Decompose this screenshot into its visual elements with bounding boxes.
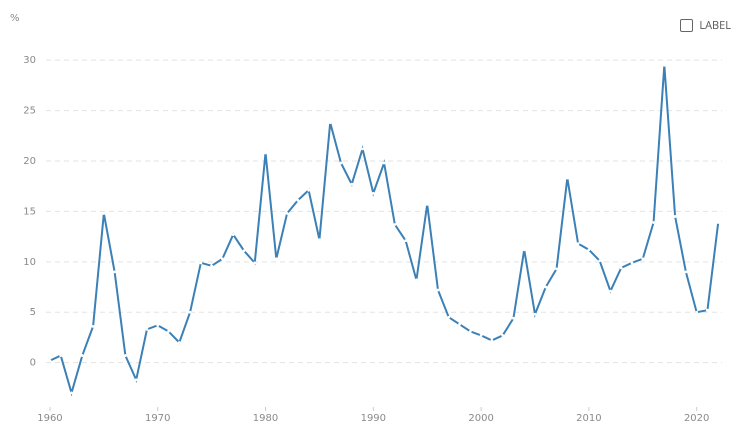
data-point [188,310,192,314]
data-point [662,63,666,67]
data-point [167,329,170,333]
y-tick-label: 15 [23,206,36,217]
data-point [328,121,332,125]
data-point [318,238,321,242]
data-point [361,147,364,151]
data-point [501,334,505,337]
legend-toggle[interactable]: LABEL [680,18,731,33]
data-point [533,312,537,316]
data-point [576,242,580,246]
data-point [145,327,149,331]
data-point [706,308,709,312]
data-point [382,161,386,165]
data-point [231,233,235,236]
data-point [177,341,181,344]
x-tick-label: 1960 [37,413,62,423]
data-point [684,270,688,274]
data-point [512,316,515,320]
x-tick-label: 1980 [253,413,278,423]
y-tick-label: 5 [30,307,36,318]
data-point [199,261,203,265]
y-tick-label: 25 [23,106,36,117]
y-tick-label: 10 [23,257,36,268]
data-point [555,267,558,271]
data-point [458,322,461,326]
data-point [113,270,117,274]
data-point [102,212,106,215]
data-point [91,324,95,328]
x-tick-label: 1990 [361,413,386,423]
x-tick-label: 2000 [468,413,493,423]
data-point [479,334,483,337]
data-point [587,248,591,252]
data-point [716,221,720,224]
data-point [274,257,278,261]
data-point [565,176,569,180]
data-point [210,264,214,268]
data-point [415,278,418,282]
data-point [221,257,224,261]
data-point [447,315,451,319]
data-point [598,259,602,263]
data-point [436,288,440,292]
data-point [609,289,612,293]
data-point [124,354,127,357]
data-point [652,221,655,224]
data-point [522,248,526,252]
data-point [339,161,343,165]
legend-label[interactable]: LABEL [699,18,731,33]
data-point [490,339,494,342]
data-point [70,391,73,395]
x-tick-label: 2020 [684,413,709,423]
data-point [371,191,375,195]
data-point [285,212,289,215]
data-point [134,378,138,382]
data-point [296,198,300,202]
data-point [48,359,52,363]
data-point [350,182,354,186]
data-point [630,261,634,265]
y-tick-label: 0 [30,358,36,369]
checkbox[interactable] [680,19,694,32]
x-tick-label: 2010 [576,413,601,423]
data-point [619,266,623,270]
data-point [156,323,160,327]
data-point [641,257,645,261]
data-point [468,329,472,333]
y-tick-label: 30 [23,55,36,66]
data-point [264,151,267,155]
data-point [80,354,84,357]
data-point [253,261,257,265]
data-point [307,188,311,192]
data-point [544,285,548,289]
data-point [695,310,699,314]
data-point [404,239,408,243]
y-unit: % [10,13,20,24]
x-tick-label: 1970 [145,413,170,423]
data-point [59,354,63,357]
data-point [673,215,677,218]
data-point [425,202,429,206]
data-point [393,223,397,226]
y-tick-label: 20 [23,156,36,167]
data-point [242,249,246,253]
series-line [49,65,720,397]
